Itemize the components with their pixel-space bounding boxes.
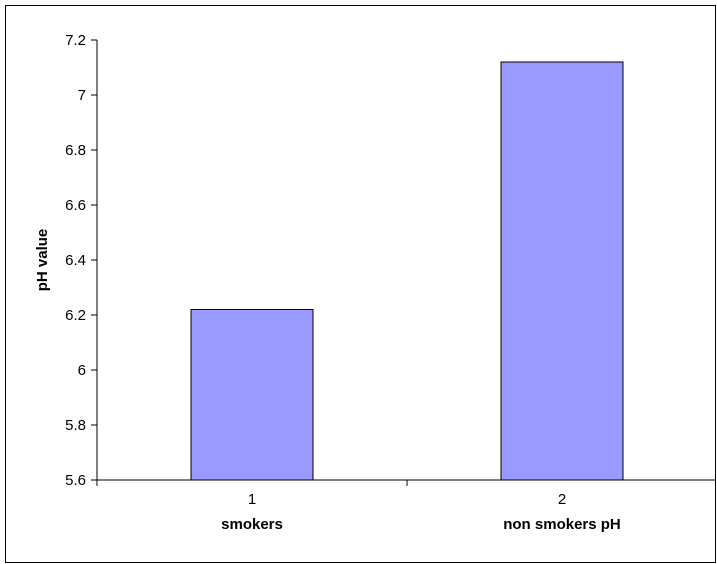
y-axis-ticks: 5.6 5.8 6 6.2 6.4 6.6 6.8 7 7.2 — [65, 32, 97, 489]
x-axis-ticks: 1 smokers 2 non smokers pH — [96, 480, 621, 533]
bars — [190, 61, 624, 481]
y-tick-label: 6.2 — [65, 307, 86, 324]
y-tick-label: 6 — [78, 362, 86, 379]
y-axis-title: pH value — [34, 229, 51, 292]
y-tick-label: 5.8 — [65, 417, 86, 434]
bar-1 — [190, 309, 314, 481]
bar-2 — [500, 61, 624, 481]
y-tick-label: 5.6 — [65, 472, 86, 489]
x-tick-label: 1 — [248, 491, 256, 508]
x-category-sublabel: smokers — [221, 516, 283, 533]
x-tick-label: 2 — [558, 491, 566, 508]
y-tick-label: 7 — [78, 87, 86, 104]
y-tick-label: 6.4 — [65, 252, 86, 269]
y-tick-label: 6.8 — [65, 142, 86, 159]
x-category-sublabel: non smokers pH — [503, 516, 621, 533]
y-tick-label: 6.6 — [65, 197, 86, 214]
y-tick-label: 7.2 — [65, 32, 86, 49]
